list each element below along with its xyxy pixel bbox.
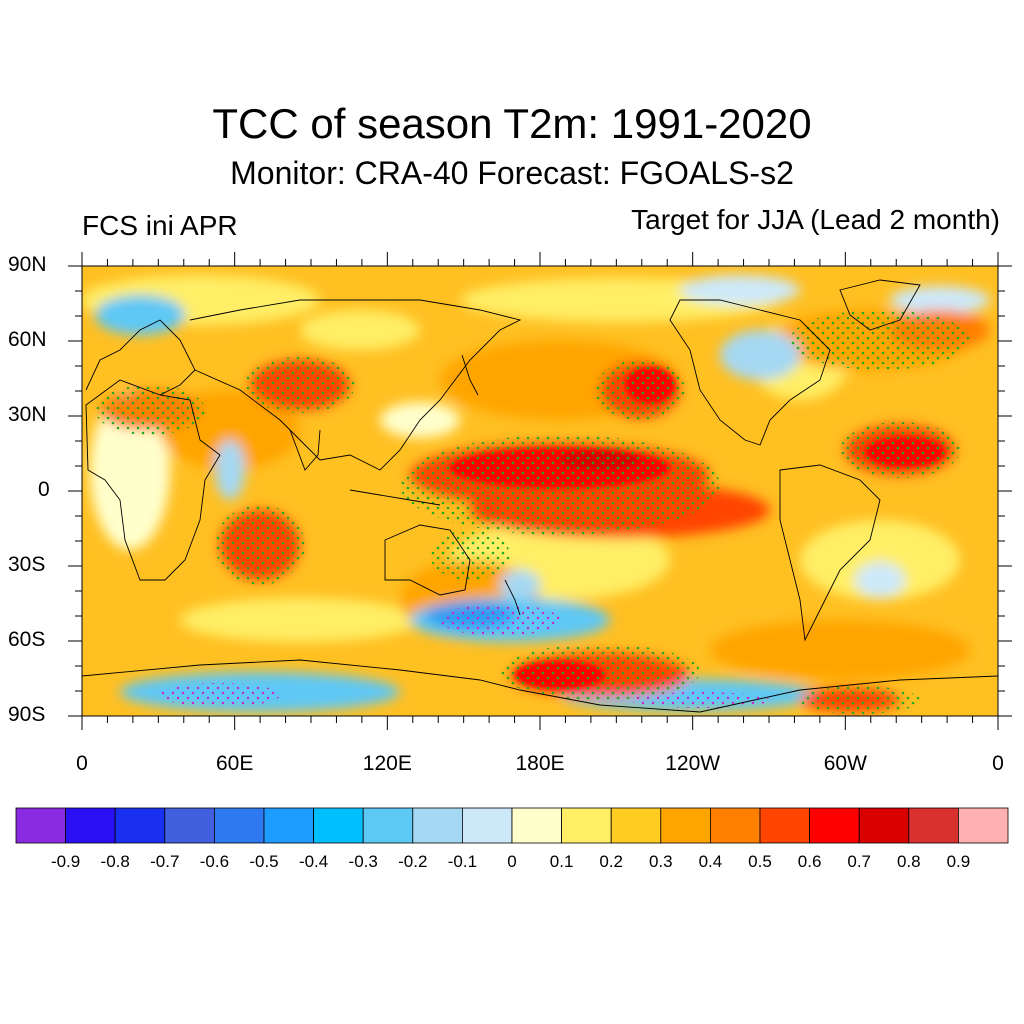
- colorbar-label: -0.7: [150, 852, 180, 871]
- init-label: FCS ini APR: [82, 210, 238, 241]
- colorbar-label: 0.8: [896, 852, 921, 871]
- colorbar-label: 0: [507, 852, 517, 871]
- lat-tick-label: 30N: [8, 403, 47, 426]
- colorbar-swatch: [561, 807, 612, 844]
- correlation-field: [82, 266, 998, 716]
- colorbar-swatch: [65, 807, 116, 844]
- colorbar-swatch: [759, 807, 810, 844]
- lat-tick-label: 60S: [8, 628, 46, 651]
- colorbar-swatch: [362, 807, 414, 844]
- target-label: Target for JJA (Lead 2 month): [631, 204, 1000, 235]
- colorbar-label: -0.2: [398, 852, 428, 871]
- lon-tick-label: 0: [76, 752, 88, 775]
- chart-subtitle: Monitor: CRA-40 Forecast: FGOALS-s2: [230, 155, 794, 191]
- colorbar-swatch: [610, 807, 662, 844]
- colorbar-label: 0.5: [748, 852, 772, 871]
- colorbar-swatch: [263, 807, 314, 844]
- lon-tick-label: 60E: [215, 752, 254, 775]
- colorbar-swatch: [164, 807, 215, 844]
- lon-tick-label: 120W: [665, 752, 721, 775]
- coastlines: [82, 279, 998, 713]
- colorbar-label: -0.8: [100, 852, 130, 871]
- colorbar-label: -0.5: [249, 852, 279, 871]
- colorbar-swatch: [908, 807, 959, 844]
- colorbar-swatch: [958, 807, 1009, 844]
- colorbar-swatch: [412, 807, 463, 844]
- lat-tick-label: 90S: [8, 703, 46, 726]
- colorbar-label: 0.4: [698, 852, 723, 871]
- lat-tick-label: 0: [38, 478, 50, 501]
- lon-tick-label: 120E: [362, 752, 412, 775]
- lat-tick-label: 90N: [8, 253, 47, 276]
- colorbar-label: -0.1: [447, 852, 478, 871]
- chart-title: TCC of season T2m: 1991-2020: [212, 100, 812, 147]
- colorbar-label: 0.3: [648, 852, 673, 871]
- colorbar-label: -0.6: [199, 852, 230, 871]
- colorbar-label: -0.9: [50, 852, 81, 871]
- colorbar-swatch: [15, 807, 66, 844]
- colorbar-swatch: [114, 807, 166, 844]
- colorbar-swatch: [313, 807, 364, 844]
- colorbar-swatch: [511, 807, 562, 844]
- lat-tick-label: 30S: [8, 553, 46, 576]
- colorbar-label: -0.4: [298, 852, 329, 871]
- colorbar-swatch: [660, 807, 711, 844]
- lon-tick-label: 0: [992, 752, 1004, 775]
- lon-tick-label: 60W: [823, 752, 867, 775]
- lat-tick-label: 60N: [8, 328, 47, 351]
- colorbar-label: 0.2: [599, 852, 623, 871]
- lon-tick-label: 180E: [515, 752, 565, 775]
- colorbar-label: 0.7: [847, 852, 871, 871]
- colorbar-swatch: [710, 807, 761, 844]
- colorbar-label: -0.3: [348, 852, 378, 871]
- colorbar-swatch: [461, 807, 513, 844]
- colorbar-swatch: [213, 807, 265, 844]
- colorbar-label: 0.1: [549, 852, 574, 871]
- colorbar-swatch: [809, 807, 860, 844]
- colorbar-label: 0.6: [797, 852, 822, 871]
- colorbar: [15, 807, 1009, 844]
- colorbar-swatch: [858, 807, 910, 844]
- colorbar-label: 0.9: [946, 852, 971, 871]
